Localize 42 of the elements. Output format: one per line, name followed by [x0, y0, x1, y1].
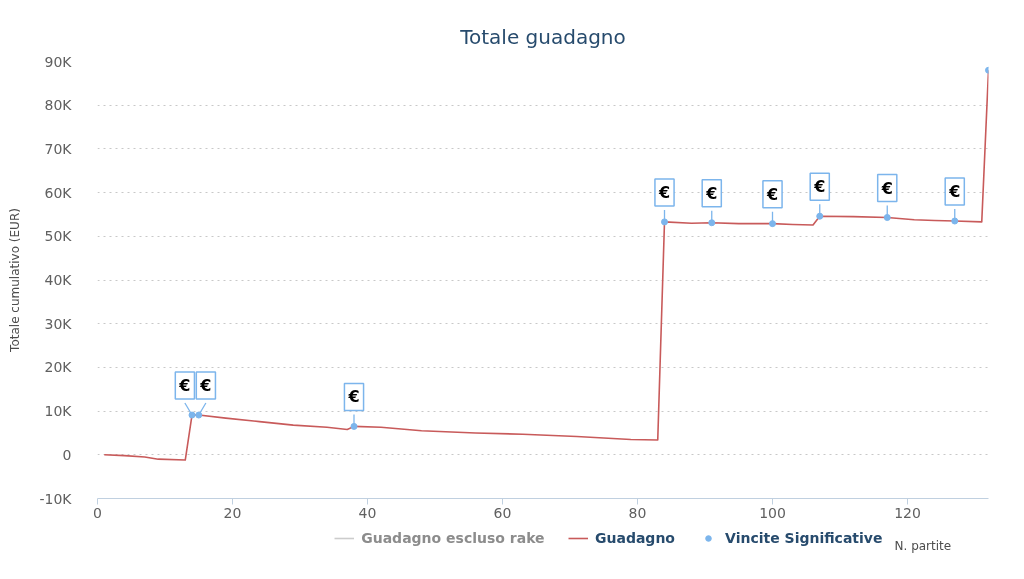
x-tick-label: 40	[358, 504, 377, 521]
x-tick-label: 60	[493, 504, 512, 521]
annotation: €	[765, 184, 779, 204]
annotation: €	[178, 376, 191, 396]
y-tick-label: 90K	[44, 53, 73, 70]
legend-label: Guadagno	[595, 530, 675, 546]
y-tick-label: 40K	[44, 272, 73, 288]
x-tick-label: 120	[894, 504, 921, 521]
y-tick-label: 30K	[44, 315, 73, 332]
y-tick-label: 60K	[44, 184, 73, 201]
y-tick-label: 70K	[44, 140, 73, 157]
chart-title: Totale guadagno	[459, 24, 626, 49]
annotation: €	[813, 177, 826, 197]
legend-label: Vincite Significative	[725, 530, 883, 546]
annotation: €	[705, 183, 718, 203]
x-axis-title: N. partite	[894, 538, 952, 553]
y-tick-label: -10K	[39, 490, 73, 507]
y-axis-title: Totale cumulativo (EUR)	[8, 208, 23, 353]
y-tick-label: 50K	[44, 228, 73, 245]
x-tick-label: 20	[223, 504, 242, 521]
point	[661, 218, 668, 226]
point	[195, 411, 203, 419]
point	[951, 217, 959, 225]
point	[708, 219, 716, 227]
x-tick-label: 100	[759, 504, 786, 521]
y-tick-label: 20K	[44, 359, 73, 376]
x-tick-label: 80	[628, 504, 647, 521]
annotation: €	[657, 182, 671, 202]
point	[350, 422, 358, 430]
y-tick-label: 80K	[44, 97, 73, 114]
annotation: €	[347, 387, 360, 407]
x-tick-label: 0	[93, 504, 102, 521]
y-tick-label: 0	[62, 446, 72, 463]
point	[883, 214, 891, 221]
legend-label: Guadagno escluso rake	[361, 530, 545, 546]
point	[816, 212, 824, 220]
annotation: €	[880, 178, 893, 198]
annotation: €	[948, 182, 961, 202]
y-tick-label: 10K	[44, 403, 73, 420]
point	[188, 411, 196, 419]
annotation: €	[199, 376, 212, 396]
point	[769, 220, 776, 228]
